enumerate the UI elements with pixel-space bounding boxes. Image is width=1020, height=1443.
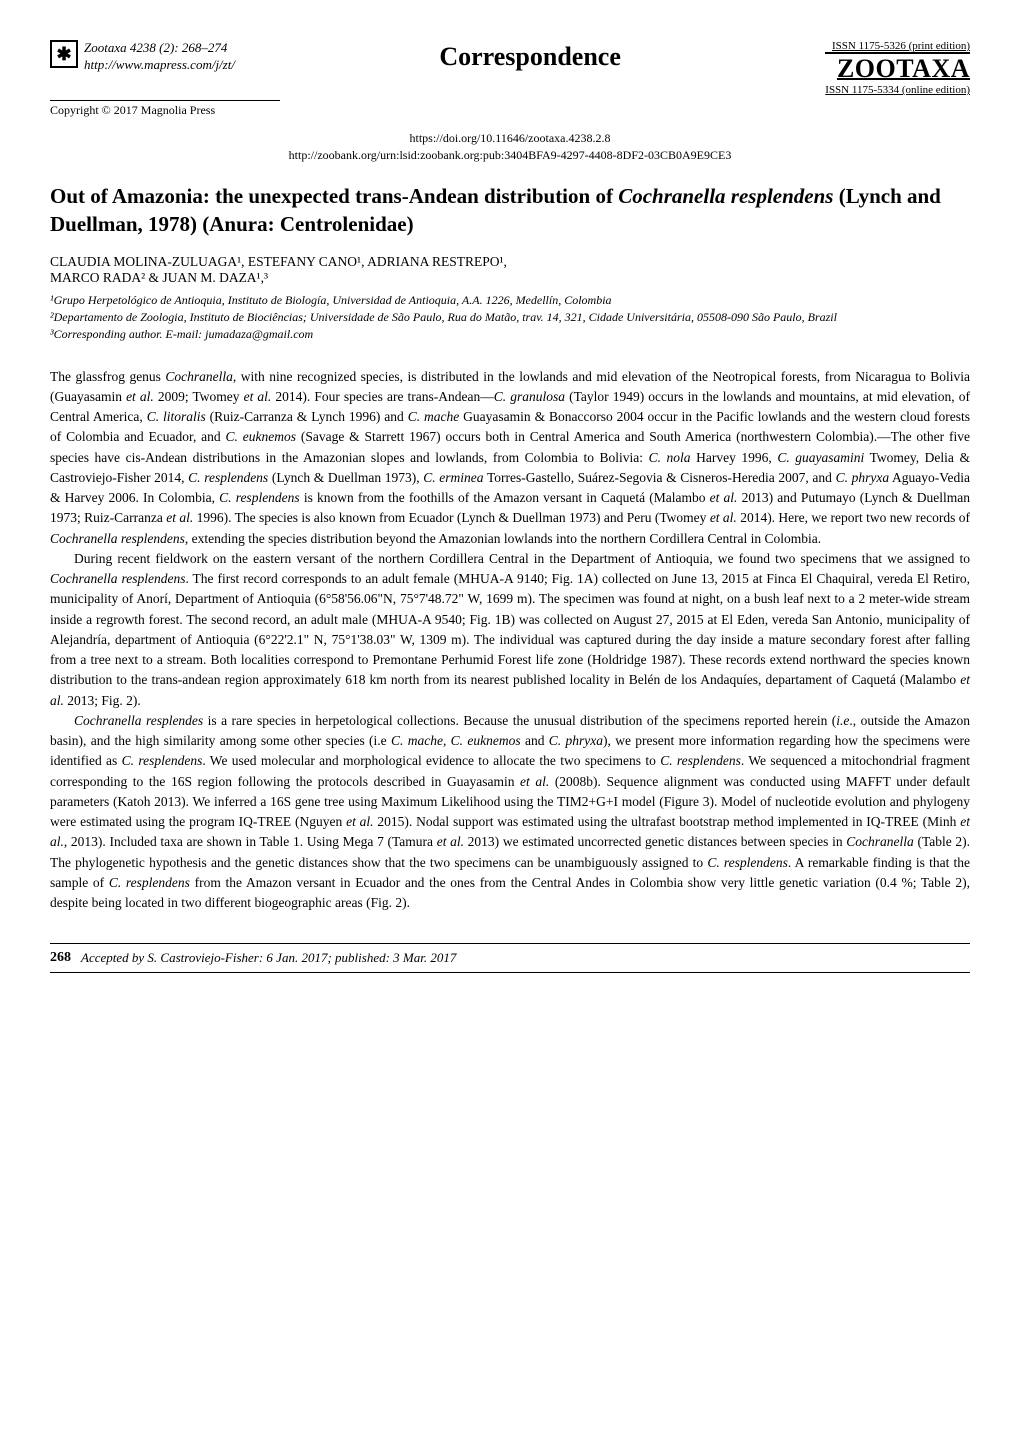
doi-links: https://doi.org/10.11646/zootaxa.4238.2.… (50, 130, 970, 164)
header-row: Zootaxa 4238 (2): 268–274 http://www.map… (50, 40, 970, 96)
journal-url: http://www.mapress.com/j/zt/ (84, 57, 235, 74)
accepted-line: Accepted by S. Castroviejo-Fisher: 6 Jan… (81, 950, 456, 966)
zootaxa-logo: ZOOTAXA (825, 52, 970, 84)
paragraph-1: The glassfrog genus Cochranella, with ni… (50, 367, 970, 549)
header-right: ISSN 1175-5326 (print edition) ZOOTAXA I… (825, 40, 970, 96)
page-number: 268 (50, 950, 71, 966)
issn-print: ISSN 1175-5326 (print edition) (825, 40, 970, 52)
asterisk-logo-icon (50, 40, 78, 68)
affiliation-2: ²Departamento de Zoologia, Instituto de … (50, 309, 970, 326)
title-species: Cochranella resplendens (618, 184, 833, 208)
article-title: Out of Amazonia: the unexpected trans-An… (50, 182, 970, 239)
paragraph-2: During recent fieldwork on the eastern v… (50, 549, 970, 711)
authors-block: CLAUDIA MOLINA-ZULUAGA¹, ESTEFANY CANO¹,… (50, 254, 970, 286)
journal-info: Zootaxa 4238 (2): 268–274 http://www.map… (84, 40, 235, 74)
copyright: Copyright © 2017 Magnolia Press (50, 100, 280, 118)
title-part1: Out of Amazonia: the unexpected trans-An… (50, 184, 618, 208)
section-title: Correspondence (235, 42, 825, 72)
authors-line-2: MARCO RADA² & JUAN M. DAZA¹,³ (50, 270, 970, 286)
doi-link[interactable]: https://doi.org/10.11646/zootaxa.4238.2.… (50, 130, 970, 147)
authors-line-1: CLAUDIA MOLINA-ZULUAGA¹, ESTEFANY CANO¹,… (50, 254, 970, 270)
paragraph-3: Cochranella resplendes is a rare species… (50, 711, 970, 914)
affiliations: ¹Grupo Herpetológico de Antioquia, Insti… (50, 292, 970, 342)
body-text: The glassfrog genus Cochranella, with ni… (50, 367, 970, 914)
header-left: Zootaxa 4238 (2): 268–274 http://www.map… (50, 40, 235, 74)
journal-citation: Zootaxa 4238 (2): 268–274 (84, 40, 235, 57)
zoobank-link[interactable]: http://zoobank.org/urn:lsid:zoobank.org:… (50, 147, 970, 164)
affiliation-3: ³Corresponding author. E-mail: jumadaza@… (50, 326, 970, 343)
header-center: Correspondence (235, 40, 825, 72)
issn-online: ISSN 1175-5334 (online edition) (825, 84, 970, 96)
affiliation-1: ¹Grupo Herpetológico de Antioquia, Insti… (50, 292, 970, 309)
footer: 268 Accepted by S. Castroviejo-Fisher: 6… (50, 943, 970, 973)
